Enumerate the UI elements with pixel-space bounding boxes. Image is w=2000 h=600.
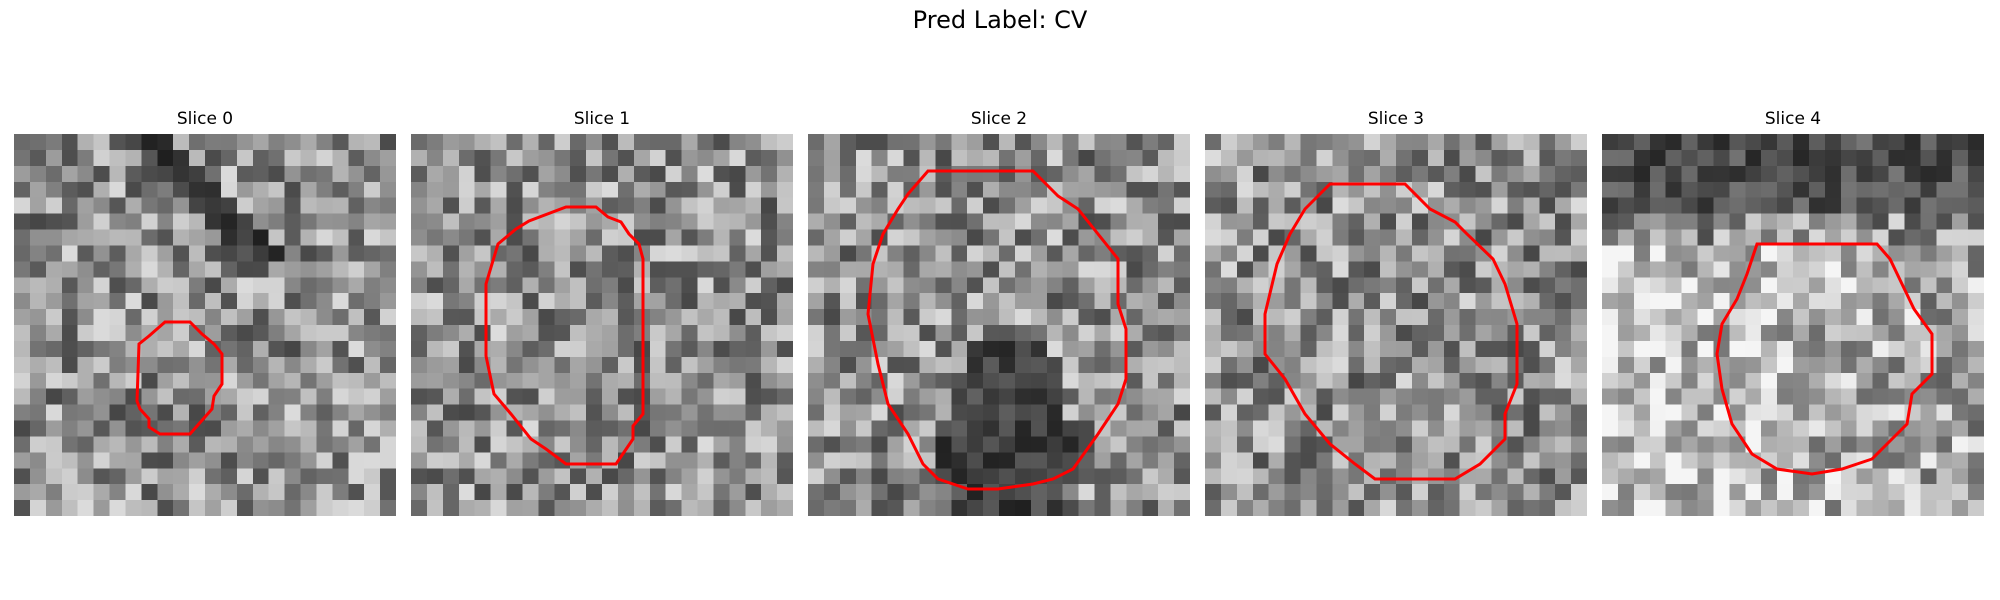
segmentation-contour-0	[135, 320, 224, 436]
slice-panel-0: Slice 0	[14, 108, 396, 516]
slice-image-4	[1602, 134, 1984, 516]
slice-title-4: Slice 4	[1764, 109, 1822, 129]
slice-image-3	[1205, 134, 1587, 516]
segmentation-contour-1	[484, 205, 645, 466]
slice-title-3: Slice 3	[1367, 109, 1425, 129]
segmentation-contour-2	[866, 169, 1128, 491]
slice-image-0	[14, 134, 396, 516]
segmentation-contour-3	[1263, 182, 1519, 481]
slice-title-2: Slice 2	[970, 109, 1028, 129]
slice-title-0: Slice 0	[176, 109, 234, 129]
slice-panel-2: Slice 2	[808, 108, 1190, 516]
slice-image-1	[411, 134, 793, 516]
slice-panel-4: Slice 4	[1602, 108, 1984, 516]
figure-title: Pred Label: CV	[912, 6, 1088, 34]
segmentation-contour-4	[1715, 242, 1934, 476]
slice-title-1: Slice 1	[573, 109, 631, 129]
slice-panel-3: Slice 3	[1205, 108, 1587, 516]
slice-panel-1: Slice 1	[411, 108, 793, 516]
